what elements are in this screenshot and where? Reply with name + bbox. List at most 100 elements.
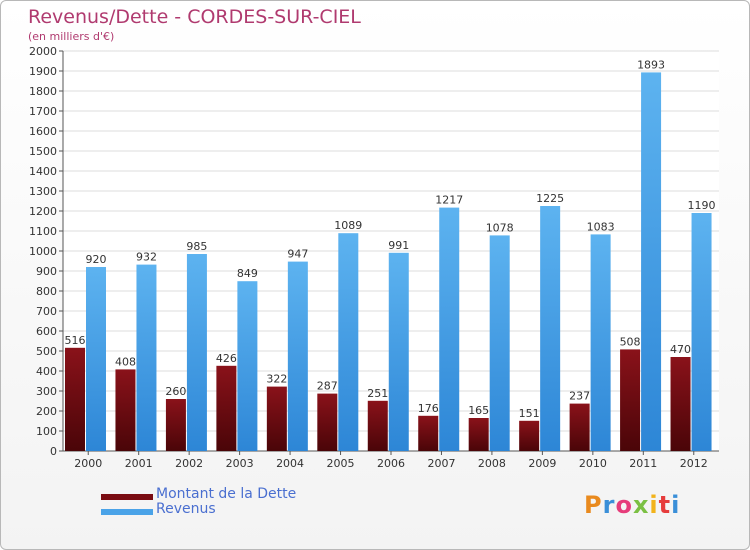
y-tick-label: 1900 — [29, 65, 57, 78]
logo-letter: o — [615, 491, 633, 519]
legend-label-debt: Montant de la Dette — [156, 486, 297, 502]
y-tick-label: 0 — [50, 445, 57, 458]
y-tick-label: 1300 — [29, 185, 57, 198]
bar-revenue-2004 — [287, 261, 308, 451]
bar-debt-2009 — [519, 420, 540, 451]
x-tick-label-2003: 2003 — [226, 457, 254, 470]
y-tick-label: 900 — [36, 265, 57, 278]
bar-revenue-2008 — [489, 235, 510, 451]
bar-debt-2012 — [670, 357, 691, 451]
value-label-revenue-2002: 985 — [186, 240, 207, 253]
bars-layer — [65, 72, 712, 452]
bar-revenue-2009 — [540, 206, 561, 451]
value-label-debt-2000: 516 — [65, 334, 86, 347]
y-tick-label: 600 — [36, 325, 57, 338]
value-label-debt-2010: 237 — [569, 390, 590, 403]
value-label-debt-2009: 151 — [519, 407, 540, 420]
legend-swatch-revenue — [101, 509, 153, 515]
x-tick-label-2004: 2004 — [276, 457, 304, 470]
legend-label-revenue: Revenus — [156, 501, 216, 517]
bar-revenue-2001 — [136, 264, 157, 451]
x-tick-label-2005: 2005 — [327, 457, 355, 470]
y-tick-label: 200 — [36, 405, 57, 418]
proxiti-logo: Proxiti — [584, 491, 680, 519]
value-label-debt-2001: 408 — [115, 355, 136, 368]
value-label-debt-2003: 426 — [216, 352, 237, 365]
value-label-revenue-2006: 991 — [388, 239, 409, 252]
value-label-revenue-2010: 1083 — [587, 220, 615, 233]
bar-debt-2007 — [418, 415, 439, 451]
bar-debt-2001 — [115, 369, 136, 451]
y-tick-label: 700 — [36, 305, 57, 318]
y-tick-label: 1200 — [29, 205, 57, 218]
y-tick-label: 1100 — [29, 225, 57, 238]
bar-debt-2003 — [216, 365, 237, 451]
x-tick-label-2001: 2001 — [125, 457, 153, 470]
y-tick-label: 1700 — [29, 105, 57, 118]
value-label-debt-2005: 287 — [317, 380, 338, 393]
y-tick-label: 500 — [36, 345, 57, 358]
value-label-revenue-2005: 1089 — [334, 219, 362, 232]
bar-debt-2004 — [266, 386, 287, 451]
value-label-revenue-2003: 849 — [237, 267, 258, 280]
value-label-revenue-2009: 1225 — [536, 192, 564, 205]
y-tick-label: 300 — [36, 385, 57, 398]
bar-debt-2011 — [620, 349, 641, 451]
bar-revenue-2011 — [641, 72, 662, 452]
logo-letter: i — [671, 491, 681, 519]
bar-revenue-2002 — [186, 254, 207, 451]
x-tick-label-2011: 2011 — [629, 457, 657, 470]
x-tick-label-2010: 2010 — [579, 457, 607, 470]
x-tick-label-2007: 2007 — [427, 457, 455, 470]
x-tick-label-2000: 2000 — [74, 457, 102, 470]
value-label-revenue-2007: 1217 — [435, 194, 463, 207]
y-tick-label: 2000 — [29, 45, 57, 58]
legend-swatch-debt — [101, 494, 153, 500]
value-label-debt-2007: 176 — [418, 402, 439, 415]
bar-revenue-2000 — [86, 267, 106, 451]
value-label-revenue-2001: 932 — [136, 251, 157, 264]
y-tick-label: 100 — [36, 425, 57, 438]
chart-subtitle: (en milliers d'€) — [28, 30, 115, 43]
y-tick-label: 1000 — [29, 245, 57, 258]
x-tick-label-2009: 2009 — [528, 457, 556, 470]
labels-layer: 516 920 2000 408 932 2001 260 985 2002 426 849 2003… — [65, 58, 716, 470]
value-label-debt-2004: 322 — [266, 373, 287, 386]
logo-letter: i — [649, 491, 659, 519]
value-label-debt-2006: 251 — [367, 387, 388, 400]
y-tick-label: 400 — [36, 365, 57, 378]
bar-debt-2008 — [468, 418, 489, 451]
chart-title: Revenus/Dette - CORDES-SUR-CIEL — [28, 6, 361, 28]
bar-revenue-2003 — [237, 281, 258, 451]
x-tick-label-2006: 2006 — [377, 457, 405, 470]
bar-debt-2006 — [367, 400, 388, 451]
value-label-debt-2012: 470 — [670, 343, 691, 356]
bar-revenue-2010 — [590, 234, 611, 451]
bar-revenue-2005 — [338, 233, 359, 451]
value-label-debt-2011: 508 — [620, 335, 641, 348]
value-label-revenue-2012: 1190 — [688, 199, 716, 212]
bar-revenue-2006 — [388, 252, 409, 451]
bar-debt-2010 — [569, 403, 590, 451]
value-label-revenue-2004: 947 — [287, 248, 308, 261]
x-tick-label-2012: 2012 — [680, 457, 708, 470]
y-tick-label: 1800 — [29, 85, 57, 98]
bar-debt-2002 — [165, 399, 186, 451]
x-tick-label-2002: 2002 — [175, 457, 203, 470]
value-label-debt-2008: 165 — [468, 404, 489, 417]
y-tick-label: 1400 — [29, 165, 57, 178]
logo-letter: P — [584, 491, 603, 519]
logo-letter: t — [658, 491, 672, 519]
value-label-debt-2002: 260 — [165, 385, 186, 398]
value-label-revenue-2011: 1893 — [637, 58, 665, 71]
logo-letter: r — [602, 491, 616, 519]
logo-letter: x — [632, 491, 650, 519]
y-tick-label: 1600 — [29, 125, 57, 138]
value-label-revenue-2008: 1078 — [486, 221, 514, 234]
bar-revenue-2012 — [691, 213, 712, 451]
x-tick-label-2008: 2008 — [478, 457, 506, 470]
y-tick-label: 800 — [36, 285, 57, 298]
y-tick-label: 1500 — [29, 145, 57, 158]
